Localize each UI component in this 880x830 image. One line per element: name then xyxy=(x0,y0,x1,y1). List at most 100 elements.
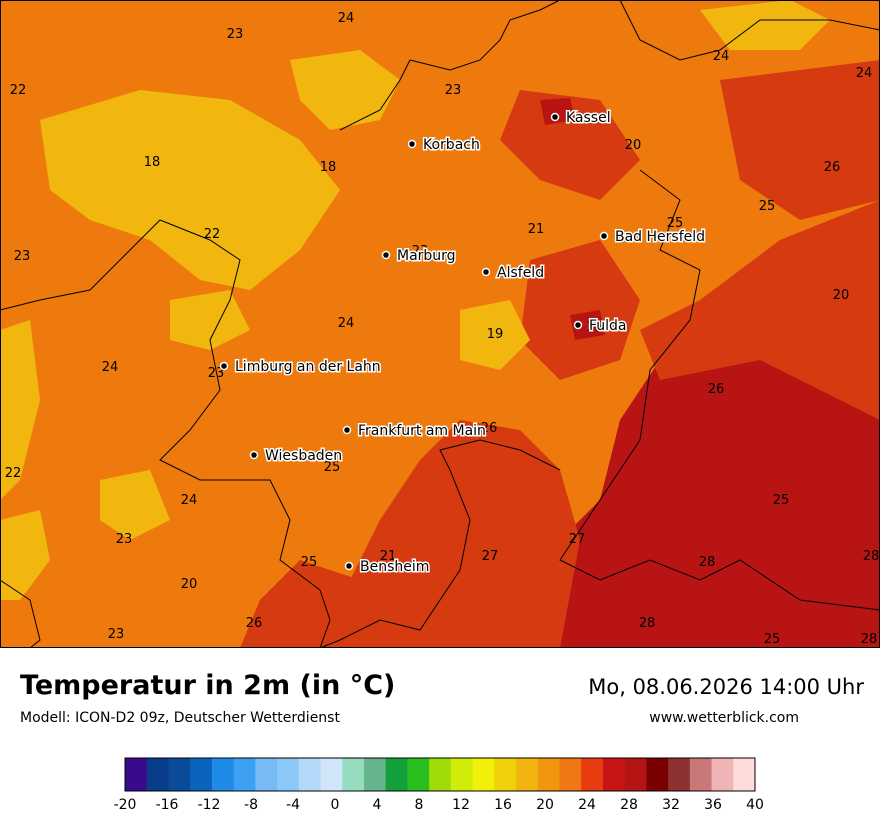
legend-tick-label: -20 xyxy=(114,797,137,813)
city-dot xyxy=(481,267,491,277)
legend-cell xyxy=(646,758,669,791)
legend-cell xyxy=(342,758,365,791)
border-northeast xyxy=(619,0,880,61)
website-link[interactable]: www.wetterblick.com xyxy=(649,710,799,726)
temperature-value: 25 xyxy=(773,493,790,508)
region-hot-south-west xyxy=(240,560,380,648)
legend-cell xyxy=(255,758,278,791)
region-cool-southwest xyxy=(0,510,50,600)
color-legend: -20 -16 -12 -8 -4 0 4 8 12 16 20 24 28 32 36 40 xyxy=(114,757,764,813)
city-label: Limburg an der Lahn xyxy=(235,359,381,375)
city-frankfurt-am-main: Frankfurt am Main xyxy=(342,422,487,441)
city-label: Wiesbaden xyxy=(265,448,342,464)
legend-tick-label: 28 xyxy=(620,797,638,813)
legend-cell xyxy=(385,758,408,791)
city-marburg: Marburg xyxy=(381,247,457,266)
legend-cell xyxy=(494,758,517,791)
temperature-value: 28 xyxy=(699,555,716,570)
temperature-value: 22 xyxy=(5,466,22,481)
temperature-value: 22 xyxy=(204,227,221,242)
legend-cell xyxy=(146,758,169,791)
temperature-value: 23 xyxy=(445,83,462,98)
border-southwest xyxy=(0,579,41,648)
temperature-value: 27 xyxy=(482,549,499,564)
legend-tick-label: -16 xyxy=(156,797,179,813)
legend-tick-label: 24 xyxy=(578,797,596,813)
legend-frame xyxy=(124,757,756,792)
legend-tick-label: 8 xyxy=(415,797,424,813)
legend-cell xyxy=(559,758,582,791)
border-east xyxy=(559,169,880,611)
temperature-value: 23 xyxy=(208,366,225,381)
temperature-value: 21 xyxy=(528,222,545,237)
legend-tick-label: 20 xyxy=(536,797,554,813)
city-limburg-an-der-lahn: Limburg an der Lahn xyxy=(219,358,382,377)
region-hot-center-south xyxy=(340,420,580,648)
legend-cell xyxy=(581,758,604,791)
border-south xyxy=(319,439,561,648)
legend-cell xyxy=(407,758,430,791)
legend-cell xyxy=(429,758,452,791)
city-label: Kassel xyxy=(566,110,611,126)
border-west xyxy=(0,219,331,648)
temperature-value: 20 xyxy=(181,577,198,592)
border-north-2 xyxy=(339,59,411,131)
region-hottest-kassel xyxy=(540,98,575,125)
region-cool-center xyxy=(460,300,530,370)
city-dot xyxy=(249,450,259,460)
legend-tick-label: -8 xyxy=(244,797,258,813)
region-hot-east xyxy=(640,200,880,420)
temperature-value: 24 xyxy=(338,11,355,26)
map-title: Temperatur in 2m (in °C) xyxy=(20,670,396,701)
legend-cell xyxy=(624,758,647,791)
forecast-datetime: Mo, 08.06.2026 14:00 Uhr xyxy=(588,675,864,699)
legend-tick-label: -12 xyxy=(198,797,221,813)
legend-tick-label: 40 xyxy=(746,797,764,813)
temperature-value: 23 xyxy=(227,27,244,42)
temperature-value: 26 xyxy=(481,421,498,436)
legend-cell xyxy=(516,758,539,791)
legend-cell xyxy=(233,758,256,791)
state-borders xyxy=(0,0,880,648)
temperature-value: 18 xyxy=(320,160,337,175)
legend-cell xyxy=(689,758,713,791)
model-info: Modell: ICON-D2 09z, Deutscher Wetterdie… xyxy=(20,710,340,726)
temperature-value: 25 xyxy=(587,320,604,335)
temperature-value: 24 xyxy=(713,49,730,64)
legend-tick-label: 36 xyxy=(704,797,722,813)
temperature-value: 28 xyxy=(861,632,878,647)
region-cool-south xyxy=(100,470,170,540)
temperature-regions xyxy=(0,0,880,648)
legend-tick-label: 4 xyxy=(373,797,382,813)
temperature-value: 26 xyxy=(708,382,725,397)
temperature-value: 23 xyxy=(116,532,133,547)
border-north xyxy=(409,0,561,71)
city-dot xyxy=(550,112,560,122)
footer: Temperatur in 2m (in °C) Modell: ICON-D2… xyxy=(0,648,880,830)
region-cool-middle xyxy=(170,290,250,350)
temperature-value: 23 xyxy=(108,627,125,642)
city-dot xyxy=(407,139,417,149)
legend-tick-label: 32 xyxy=(662,797,680,813)
city-kassel: Kassel xyxy=(550,109,612,128)
legend-cell xyxy=(320,758,343,791)
city-bad-hersfeld: Bad Hersfeld xyxy=(599,228,707,247)
city-alsfeld: Alsfeld xyxy=(481,264,546,283)
city-korbach: Korbach xyxy=(407,136,481,155)
region-hot-kassel xyxy=(500,90,640,200)
city-dot xyxy=(381,250,391,260)
city-fulda: Fulda xyxy=(573,317,628,336)
legend-cell xyxy=(668,758,691,791)
temperature-value: 25 xyxy=(759,199,776,214)
legend-cell xyxy=(711,758,734,791)
city-label: Marburg xyxy=(397,248,456,264)
city-dot xyxy=(573,320,583,330)
legend-cell xyxy=(537,758,560,791)
legend-cell xyxy=(168,758,191,791)
city-label: Frankfurt am Main xyxy=(358,423,486,439)
region-warm-southeast xyxy=(560,320,880,648)
legend-cell xyxy=(190,758,213,791)
temperature-map: 24 23 22 23 24 24 18 18 20 26 25 21 22 23 23 25 20 24 19 25… xyxy=(0,0,880,648)
legend-tick-label: 16 xyxy=(494,797,512,813)
legend-tick-label: 0 xyxy=(331,797,340,813)
